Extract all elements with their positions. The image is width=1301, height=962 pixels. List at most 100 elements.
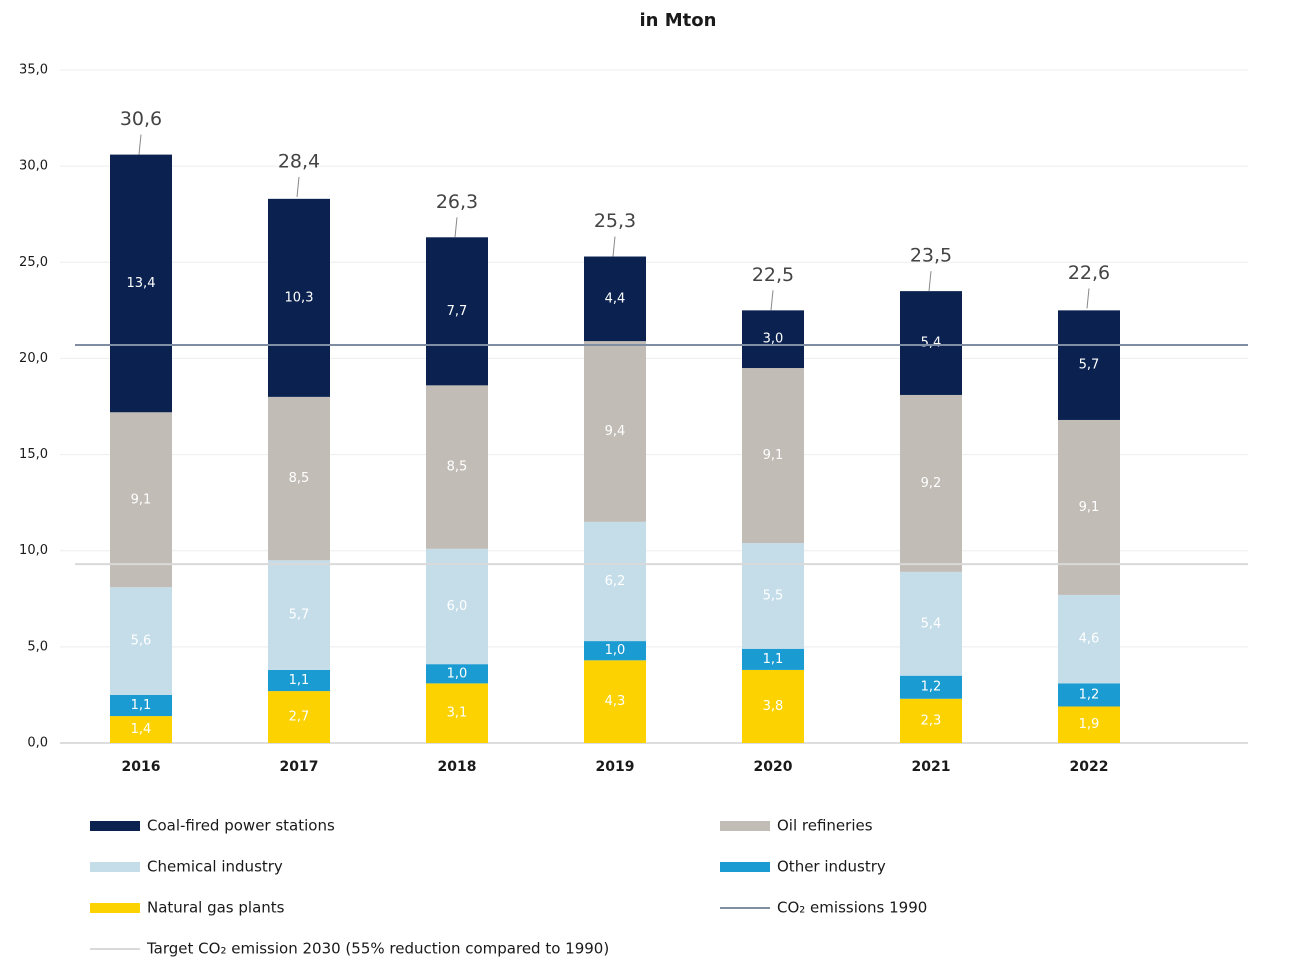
bar-value-label: 4,6	[1079, 632, 1100, 647]
x-tick-label: 2021	[912, 759, 951, 775]
bar-value-label: 3,8	[763, 699, 784, 714]
bar-value-label: 5,7	[1079, 358, 1100, 373]
legend-swatch	[720, 862, 770, 872]
x-tick-label: 2018	[438, 759, 477, 775]
bar-segment	[742, 669, 804, 743]
y-tick-label: 35,0	[19, 63, 48, 78]
total-leader	[296, 176, 300, 197]
legend-swatch	[90, 862, 140, 872]
bar-segment	[900, 675, 962, 699]
legend-label: Oil refineries	[777, 817, 873, 835]
x-tick-label: 2019	[596, 759, 635, 775]
bar-segment	[900, 394, 962, 572]
total-label: 25,3	[594, 210, 636, 232]
bar-segment	[426, 683, 488, 743]
total-leader	[1086, 288, 1090, 309]
total-leader	[612, 236, 616, 257]
bar-value-label: 1,4	[131, 722, 152, 737]
bar-segment	[900, 571, 962, 676]
legend-label: Coal-fired power stations	[147, 817, 335, 835]
bar-segment	[584, 641, 646, 661]
total-label: 22,5	[752, 264, 794, 286]
bar-value-label: 5,6	[131, 634, 152, 649]
bar-value-label: 9,1	[763, 448, 784, 463]
bar-segment	[584, 660, 646, 743]
bar-segment	[110, 587, 172, 695]
bar-value-label: 9,1	[1079, 500, 1100, 515]
bar-segment	[1058, 706, 1120, 743]
bar-value-label: 1,1	[289, 673, 310, 688]
bar-segment	[110, 154, 172, 413]
bar-value-label: 4,4	[605, 291, 626, 306]
bar-value-label: 7,7	[447, 304, 468, 319]
bar-value-label: 9,4	[605, 424, 626, 439]
bar-value-label: 1,0	[447, 666, 468, 681]
bar-value-label: 6,2	[605, 574, 626, 589]
x-tick-label: 2017	[280, 759, 319, 775]
bar-value-label: 2,7	[289, 710, 310, 725]
bar-value-label: 6,0	[447, 599, 468, 614]
y-tick-label: 10,0	[19, 543, 48, 558]
y-tick-label: 25,0	[19, 255, 48, 270]
bar-value-label: 13,4	[127, 276, 156, 291]
bar-segment	[268, 691, 330, 743]
bar-segment	[426, 664, 488, 684]
bar-segment	[900, 698, 962, 743]
total-label: 26,3	[436, 191, 478, 213]
bar-value-label: 5,4	[921, 336, 942, 351]
bar-segment	[268, 396, 330, 561]
bar-segment	[268, 669, 330, 692]
bar-segment	[1058, 310, 1120, 420]
legend-label: Other industry	[777, 858, 886, 876]
bar-segment	[900, 291, 962, 395]
bar-value-label: 4,3	[605, 694, 626, 709]
total-label: 22,6	[1068, 262, 1110, 284]
legend-label: Chemical industry	[147, 858, 283, 876]
bar-value-label: 1,1	[131, 698, 152, 713]
legend-swatch	[90, 821, 140, 831]
y-tick-label: 0,0	[27, 736, 48, 751]
bar-segment	[426, 385, 488, 549]
bar-value-label: 5,5	[763, 588, 784, 603]
bar-segment	[742, 368, 804, 544]
bar-segment	[1058, 594, 1120, 684]
bar-segment	[584, 256, 646, 342]
bar-segment	[584, 341, 646, 522]
total-label: 28,4	[278, 150, 320, 172]
bar-segment	[742, 310, 804, 369]
bar-segment	[268, 560, 330, 670]
bar-segment	[742, 543, 804, 649]
bar-value-label: 2,3	[921, 713, 942, 728]
total-leader	[770, 290, 774, 311]
y-tick-label: 20,0	[19, 351, 48, 366]
legend-label: Natural gas plants	[147, 899, 285, 917]
bar-value-label: 9,2	[921, 476, 942, 491]
legend-label: CO₂ emissions 1990	[777, 899, 927, 917]
x-tick-label: 2020	[754, 759, 793, 775]
bar-value-label: 1,2	[1079, 687, 1100, 702]
bar-value-label: 1,2	[921, 680, 942, 695]
bar-value-label: 5,7	[289, 608, 310, 623]
bar-segment	[742, 648, 804, 670]
total-leader	[928, 271, 932, 292]
bar-segment	[268, 198, 330, 397]
x-tick-label: 2022	[1070, 759, 1109, 775]
bar-value-label: 10,3	[285, 290, 314, 305]
total-leader	[138, 134, 142, 155]
x-tick-label: 2016	[122, 759, 161, 775]
chart-title: in Mton	[640, 10, 717, 31]
bar-segment	[584, 521, 646, 642]
bar-segment	[110, 694, 172, 717]
bar-value-label: 8,5	[447, 460, 468, 475]
total-label: 23,5	[910, 245, 952, 267]
bar-value-label: 5,4	[921, 616, 942, 631]
bar-value-label: 1,1	[763, 652, 784, 667]
bar-value-label: 3,1	[447, 706, 468, 721]
bar-segment	[426, 548, 488, 665]
total-label: 30,6	[120, 108, 162, 130]
y-tick-label: 5,0	[27, 639, 48, 654]
y-tick-label: 15,0	[19, 447, 48, 462]
bar-value-label: 3,0	[763, 332, 784, 347]
legend-swatch	[720, 821, 770, 831]
